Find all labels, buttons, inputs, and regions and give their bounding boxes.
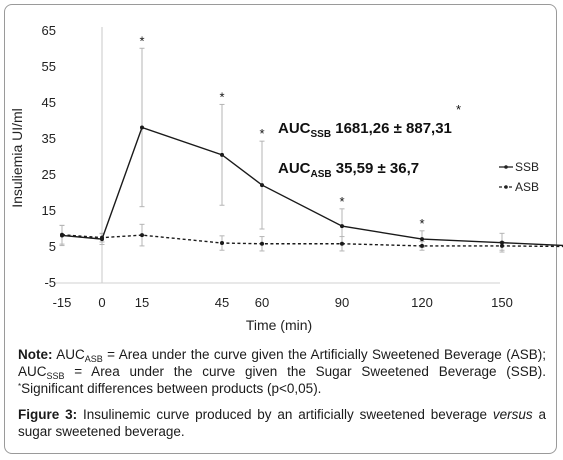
- y-tick-label: -5: [44, 275, 56, 290]
- y-tick-labels: -5 5 15 25 35 45 55 65: [42, 23, 56, 290]
- significance-star: *: [339, 194, 344, 209]
- note-label: Note:: [18, 347, 53, 362]
- legend-item-asb: ASB: [499, 180, 539, 194]
- figure-caption-text-1: Insulinemic curve produced by an artific…: [77, 407, 493, 422]
- x-tick-label: 150: [491, 295, 513, 310]
- series-line-asb: [61, 234, 563, 248]
- figure-frame: [4, 4, 557, 454]
- auc-asb-prefix: AUC: [278, 160, 311, 177]
- legend: SSB ASB: [499, 160, 539, 194]
- data-point-asb: [420, 243, 425, 248]
- data-point-asb: [340, 241, 345, 246]
- data-point-asb: [500, 243, 505, 248]
- data-point-ssb: [420, 237, 425, 242]
- legend-label-asb: ASB: [515, 180, 539, 194]
- x-axis-title: Time (min): [246, 317, 312, 333]
- legend-label-ssb: SSB: [515, 160, 539, 174]
- data-point-asb: [140, 233, 145, 238]
- insulinemic-line-chart: Insuliemia UI/ml Time (min) -5 5 15 25 35 45 5…: [9, 23, 563, 333]
- significance-star: *: [259, 126, 264, 141]
- y-tick-label: 5: [49, 239, 56, 254]
- note-sub-asb: ASB: [84, 354, 103, 364]
- data-point-asb: [100, 235, 104, 240]
- significance-star: *: [139, 33, 144, 48]
- data-point-ssb: [140, 125, 145, 130]
- y-tick-label: 35: [42, 131, 56, 146]
- data-point-asb: [59, 232, 64, 237]
- figure-caption: Figure 3: Insulinemic curve produced by …: [18, 406, 546, 440]
- data-point-ssb: [260, 183, 265, 188]
- y-tick-label: 25: [42, 167, 56, 182]
- data-point-asb: [220, 241, 225, 246]
- significance-star: *: [419, 216, 424, 231]
- y-tick-label: 45: [42, 95, 56, 110]
- significance-star: *: [219, 89, 224, 104]
- x-tick-label: 15: [135, 295, 149, 310]
- chart-note: Note: AUCASB = Area under the curve give…: [18, 346, 546, 397]
- figure-caption-text-2: a sugar sweetened beverage.: [18, 407, 547, 439]
- x-tick-label: 90: [335, 295, 349, 310]
- svg-text:AUCASB 35,59 ± 36,7: AUCASB 35,59 ± 36,7: [278, 160, 419, 180]
- legend-item-ssb: SSB: [499, 160, 539, 174]
- data-point-ssb: [220, 152, 225, 157]
- auc-ssb-star: *: [456, 102, 461, 117]
- figure-caption-italic: versus: [492, 407, 533, 422]
- x-tick-label: 60: [255, 295, 269, 310]
- figure-label: Figure 3:: [18, 407, 78, 422]
- note-text-1: AUC: [52, 347, 85, 362]
- x-tick-label: 120: [411, 295, 433, 310]
- y-tick-label: 55: [42, 59, 56, 74]
- x-tick-label: 45: [215, 295, 229, 310]
- series-line-ssb: [61, 126, 563, 247]
- svg-text:AUCSSB 1681,26 ± 887,31: AUCSSB 1681,26 ± 887,31: [278, 120, 452, 140]
- note-text-4: Significant differences between products…: [21, 381, 322, 396]
- auc-asb-annotation: AUCASB 35,59 ± 36,7: [278, 160, 419, 180]
- auc-ssb-value: 1681,26 ± 887,31: [335, 120, 452, 137]
- y-axis-title: Insuliemia UI/ml: [9, 108, 25, 208]
- x-tick-labels: -15015456090120150180: [53, 295, 513, 310]
- data-point-ssb: [340, 224, 345, 229]
- note-sub-ssb: SSB: [46, 371, 65, 381]
- note-text-3: = Area under the curve given the Sugar S…: [64, 364, 546, 379]
- x-tick-label: 0: [98, 295, 105, 310]
- auc-ssb-annotation: AUCSSB 1681,26 ± 887,31 *: [278, 102, 461, 140]
- note-star: *: [18, 382, 22, 391]
- significance-stars: * * * * *: [139, 33, 424, 231]
- series-lines: [59, 125, 563, 248]
- data-point-asb: [260, 241, 265, 246]
- auc-ssb-subscript: SSB: [311, 129, 332, 140]
- auc-asb-subscript: ASB: [311, 169, 332, 180]
- auc-asb-value: 35,59 ± 36,7: [336, 160, 419, 177]
- auc-ssb-prefix: AUC: [278, 120, 311, 137]
- note-text-2: = Area under the curve given the Artific…: [18, 347, 547, 379]
- y-tick-label: 65: [42, 23, 56, 38]
- y-tick-label: 15: [42, 203, 56, 218]
- data-point-ssb: [500, 240, 505, 245]
- error-bars: [59, 47, 505, 253]
- x-tick-label: -15: [53, 295, 72, 310]
